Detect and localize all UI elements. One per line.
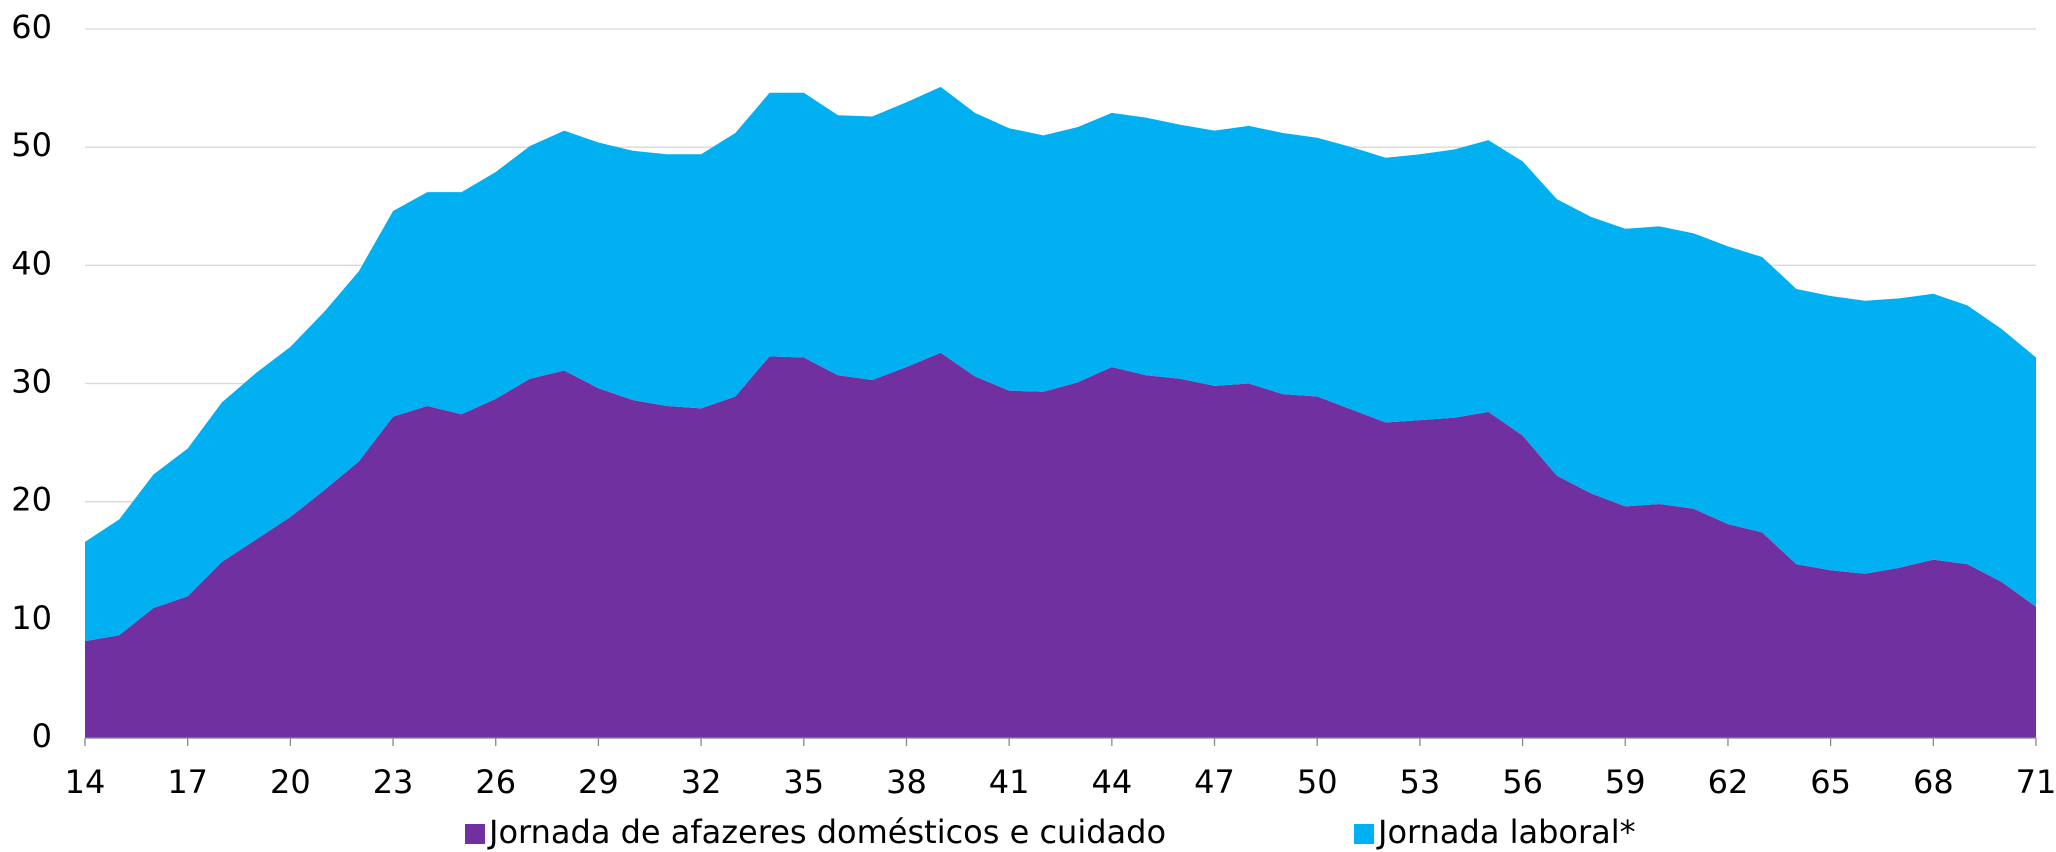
x-tick-label: 20 [270, 763, 311, 801]
area [85, 86, 2036, 642]
legend-swatch [465, 824, 485, 844]
y-tick-label: 50 [11, 126, 52, 164]
y-tick-label: 40 [11, 244, 52, 282]
x-tick-label: 50 [1297, 763, 1338, 801]
x-tick-label: 23 [373, 763, 414, 801]
y-tick-label: 30 [11, 363, 52, 401]
legend-swatch [1354, 824, 1374, 844]
x-tick-label: 44 [1091, 763, 1132, 801]
x-tick-label: 26 [475, 763, 516, 801]
x-tick-label: 62 [1708, 763, 1749, 801]
x-tick-label: 47 [1194, 763, 1235, 801]
legend-label: Jornada de afazeres domésticos e cuidado [487, 813, 1166, 851]
y-tick-label: 10 [11, 599, 52, 637]
x-tick-label: 14 [65, 763, 106, 801]
x-tick-label: 29 [578, 763, 619, 801]
x-tick-label: 35 [783, 763, 824, 801]
y-tick-label: 0 [32, 717, 52, 755]
y-tick-label: 60 [11, 8, 52, 46]
x-tick-label: 32 [681, 763, 722, 801]
legend-label: Jornada laboral* [1376, 813, 1636, 851]
area [85, 352, 2036, 738]
x-tick-label: 56 [1502, 763, 1543, 801]
x-tick-label: 65 [1810, 763, 1851, 801]
x-tick-label: 59 [1605, 763, 1646, 801]
areas [85, 86, 2036, 738]
x-tick-label: 71 [2016, 763, 2056, 801]
y-tick-label: 20 [11, 481, 52, 519]
x-tick-label: 41 [989, 763, 1030, 801]
x-tick-label: 17 [167, 763, 208, 801]
x-tick-label: 68 [1913, 763, 1954, 801]
x-tick-label: 38 [886, 763, 927, 801]
x-tick-label: 53 [1400, 763, 1441, 801]
